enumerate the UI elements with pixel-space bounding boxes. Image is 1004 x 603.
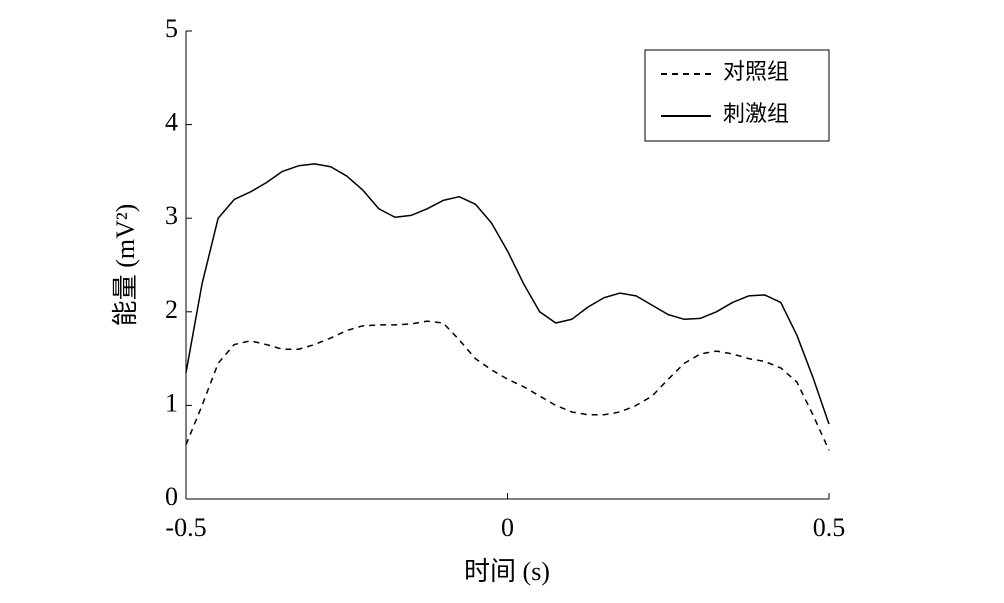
y-tick-label: 2 bbox=[165, 295, 178, 324]
legend-label: 刺激组 bbox=[723, 101, 789, 126]
x-tick-label: 0 bbox=[501, 513, 514, 542]
legend-box bbox=[644, 49, 830, 142]
x-tick-label: 0.5 bbox=[813, 513, 846, 542]
x-axis-label: 时间 (s) bbox=[464, 557, 550, 586]
y-tick-label: 3 bbox=[165, 201, 178, 230]
y-tick-label: 4 bbox=[165, 108, 178, 137]
y-tick-label: 1 bbox=[165, 388, 178, 417]
x-tick-label: -0.5 bbox=[165, 513, 206, 542]
y-tick-label: 0 bbox=[165, 482, 178, 511]
line-series bbox=[185, 163, 830, 425]
y-tick-label: 5 bbox=[165, 14, 178, 43]
y-axis-label: 能量 (mV²) bbox=[111, 204, 140, 327]
legend-label: 对照组 bbox=[723, 59, 789, 84]
line-series bbox=[185, 320, 830, 451]
